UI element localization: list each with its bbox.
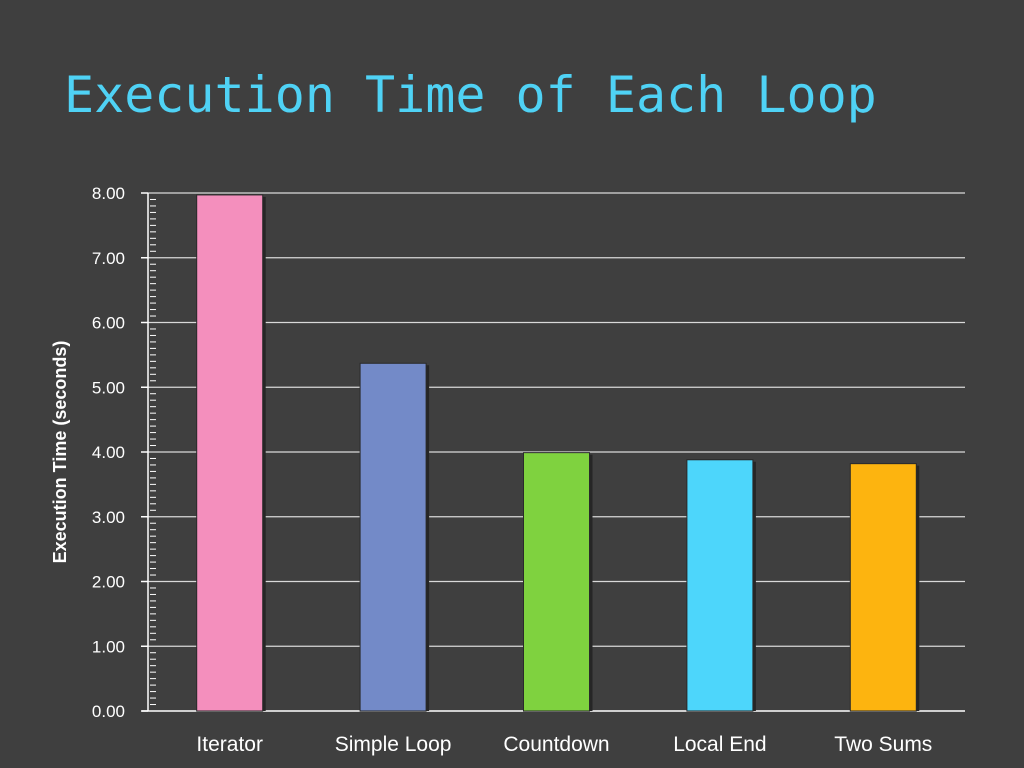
y-tick-label: 0.00 (92, 702, 125, 721)
x-tick-label: Simple Loop (335, 733, 452, 756)
bars (196, 194, 920, 712)
bar (196, 194, 264, 712)
y-tick-labels: 0.00 1.00 2.00 3.00 4.00 5.00 6.00 7.00 8.00 (92, 184, 125, 721)
bar (849, 463, 917, 712)
y-tick-label: 8.00 (92, 184, 125, 203)
bar (359, 362, 427, 712)
x-tick-label: Countdown (503, 733, 609, 756)
y-tick-label: 1.00 (92, 637, 125, 656)
x-tick-label: Iterator (196, 733, 263, 756)
bar (686, 459, 754, 712)
y-tick-label: 7.00 (92, 249, 125, 268)
x-tick-labels: Iterator Simple Loop Countdown Local End Two… (196, 733, 932, 756)
x-tick-label: Local End (673, 733, 766, 756)
bar (523, 452, 590, 712)
y-tick-label: 5.00 (92, 378, 125, 397)
y-tick-label: 4.00 (92, 443, 125, 462)
x-tick-label: Two Sums (834, 733, 932, 756)
chart-title: Execution Time of Each Loop (64, 66, 877, 124)
y-tick-label: 2.00 (92, 573, 125, 592)
y-axis-title: Execution Time (seconds) (50, 341, 70, 564)
y-tick-label: 3.00 (92, 508, 125, 527)
y-tick-label: 6.00 (92, 314, 125, 333)
